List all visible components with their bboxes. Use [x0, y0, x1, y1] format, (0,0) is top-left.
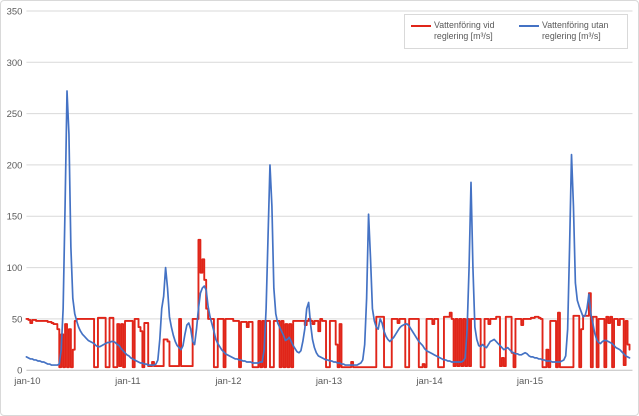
x-tick-label: jan-13	[315, 376, 342, 387]
regulated-line-swatch	[411, 24, 431, 27]
legend-item-regulated[interactable]: Vattenföring vid reglering [m³/s]	[411, 20, 515, 42]
legend-label-regulated: Vattenföring vid reglering [m³/s]	[434, 20, 495, 41]
series-regulated-line	[25, 238, 631, 369]
x-tick-label: jan-14	[415, 376, 442, 387]
y-tick-label: 0	[17, 366, 22, 377]
y-tick-label: 300	[7, 58, 23, 69]
x-tick-label: jan-11	[114, 376, 141, 387]
y-tick-label: 350	[7, 6, 23, 17]
chart-legend: Vattenföring vid reglering [m³/s] Vatten…	[404, 14, 628, 49]
x-tick-label: jan-12	[214, 376, 241, 387]
y-tick-label: 50	[12, 314, 23, 325]
y-tick-label: 150	[7, 212, 23, 223]
y-tick-label: 200	[7, 160, 23, 171]
unregulated-line-swatch	[519, 24, 539, 27]
y-tick-label: 100	[7, 263, 23, 274]
legend-item-unregulated[interactable]: Vattenföring utan reglering [m³/s]	[519, 20, 623, 42]
x-tick-label: jan-15	[516, 376, 543, 387]
legend-label-unregulated: Vattenföring utan reglering [m³/s]	[542, 20, 609, 41]
y-tick-label: 250	[7, 109, 23, 120]
series-unregulated-line	[25, 90, 631, 366]
x-tick-label: jan-10	[13, 376, 40, 387]
